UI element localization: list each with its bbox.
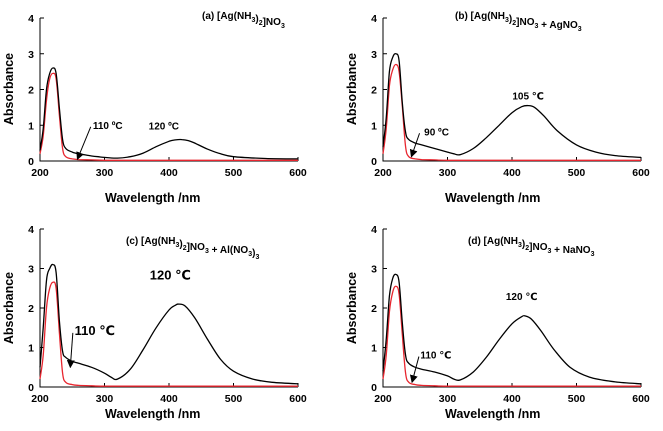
annotation-label: 110 ℃ [75,323,115,338]
annotation-arrow [66,332,75,369]
x-tick-label: 600 [289,393,307,405]
y-axis-title: Absorbance [345,272,359,344]
x-tick-label: 400 [160,393,178,405]
y-tick-label: 1 [28,120,34,132]
y-tick-label: 3 [28,49,34,61]
y-tick-label: 0 [371,382,377,394]
series-line [39,281,298,387]
x-tick-label: 400 [160,167,178,179]
y-tick-label: 0 [371,156,377,168]
x-axis-title: Wavelength /nm [445,407,540,421]
y-axis-title: Absorbance [2,53,16,125]
x-tick-label: 600 [632,167,650,179]
y-tick-label: 1 [371,120,377,132]
x-axis-title: Wavelength /nm [105,191,200,205]
x-tick-label: 200 [31,393,49,405]
panel-title: (c) [Ag(NH3)2]NO3 + Al(NO3)3 [126,236,259,261]
axis-frame [39,18,298,162]
x-tick-label: 300 [439,167,457,179]
panel-title: (d) [Ag(NH3)2]NO3 + NaNO3 [468,236,595,258]
series-line [382,273,642,385]
series-line [39,263,299,385]
x-tick-label: 300 [439,393,457,405]
x-tick-label: 300 [96,393,114,405]
panel-a: 0 1 2 3 4 200 300 400 500 600 Wavelength /nm Absorb… [2,11,307,205]
x-axis-title: Wavelength /nm [445,191,540,205]
y-tick-label: 0 [28,382,34,394]
x-tick-label: 200 [374,167,392,179]
annotation-label: 120 ℃ [506,292,538,303]
y-tick-label: 2 [371,303,377,315]
series-line [39,67,299,160]
y-tick-label: 1 [371,343,377,355]
x-tick-label: 400 [503,167,521,179]
panel-title: (a) [Ag(NH3)2]NO3 [202,11,285,30]
annotation-label: 120 ºC [149,122,179,133]
panel-d: 0 1 2 3 4 200 300 400 500 600 Wavelength /nm Absorb… [345,224,650,421]
annotation-arrow [76,126,92,161]
series-line [39,72,298,161]
y-axis-title: Absorbance [345,53,359,125]
x-tick-label: 200 [374,393,392,405]
series-line [382,63,641,161]
series-line [382,285,641,387]
panel-b: 0 1 2 3 4 200 300 400 500 600 Wavelength /nm Absorb… [345,11,650,205]
annotation-label: 110 ℃ [420,351,451,362]
annotation-label: 105 ℃ [512,92,544,103]
annotation-label: 110 ºC [93,121,123,132]
y-tick-label: 2 [28,303,34,315]
x-tick-label: 200 [31,167,49,179]
y-axis-title: Absorbance [2,272,16,344]
panel-title: (b) [Ag(NH3)2]NO3 + AgNO3 [455,11,582,33]
x-tick-label: 500 [225,393,243,405]
y-tick-label: 3 [371,264,377,276]
y-tick-label: 1 [28,343,34,355]
y-tick-label: 3 [28,264,34,276]
x-axis-title: Wavelength /nm [105,407,200,421]
x-tick-label: 600 [632,393,650,405]
y-tick-label: 0 [28,156,34,168]
x-tick-label: 300 [96,167,114,179]
y-tick-label: 4 [371,13,377,25]
series-line [382,53,642,159]
y-tick-label: 3 [371,49,377,61]
x-tick-label: 500 [568,393,586,405]
axis-frame [382,229,641,388]
annotation-arrow [409,356,420,384]
y-tick-label: 2 [28,85,34,97]
x-tick-label: 500 [225,167,243,179]
annotation-label: 90 ºC [424,127,449,138]
y-tick-label: 4 [28,13,34,25]
axis-frame [382,18,641,162]
y-tick-label: 4 [28,224,34,236]
x-tick-label: 400 [503,393,521,405]
annotation-label: 120 ℃ [150,268,191,283]
panel-c: 0 1 2 3 4 200 300 400 500 600 Wavelength /nm Absorb… [2,224,307,421]
x-tick-label: 600 [289,167,307,179]
y-tick-label: 2 [371,85,377,97]
annotation-arrow [409,133,421,158]
x-tick-label: 500 [568,167,586,179]
y-tick-label: 4 [371,224,377,236]
